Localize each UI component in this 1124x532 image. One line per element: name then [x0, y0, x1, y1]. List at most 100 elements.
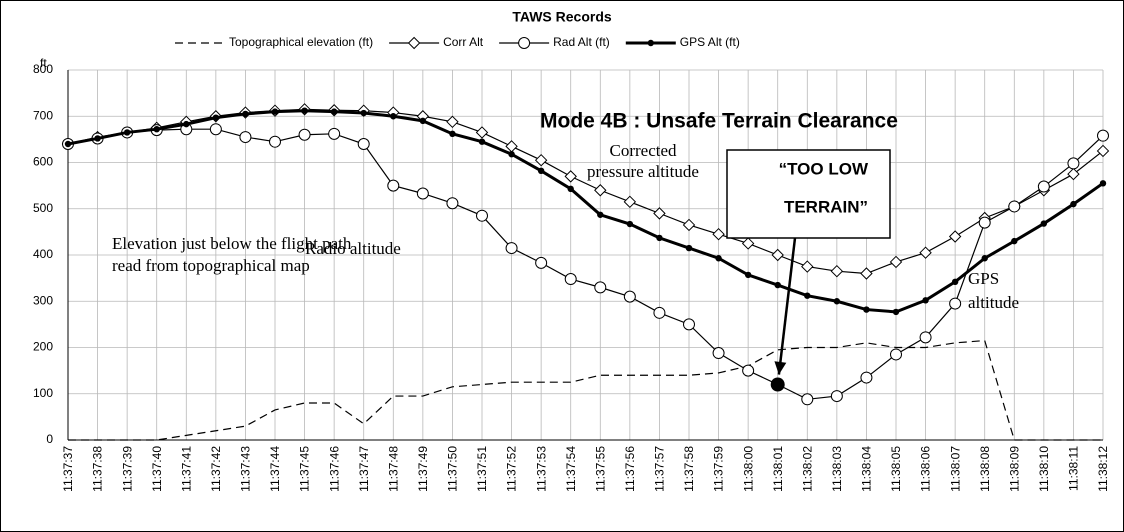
annotation: read from topographical map [112, 256, 310, 275]
y-tick-label: 800 [33, 62, 53, 76]
x-tick-label: 11:38:01 [771, 446, 785, 492]
x-tick-label: 11:37:38 [91, 446, 105, 492]
dot-marker [922, 297, 929, 304]
circle-marker [535, 256, 548, 269]
diamond-marker [446, 115, 459, 129]
circle-marker [978, 216, 991, 229]
diamond-marker [919, 246, 932, 259]
x-tick-label: 11:37:46 [327, 446, 341, 492]
x-tick-label: 11:38:09 [1007, 446, 1021, 492]
dot-marker [360, 109, 367, 117]
circle-marker [949, 297, 962, 310]
legend-item: GPS Alt (ft) [625, 35, 740, 49]
circle-marker [209, 123, 222, 136]
dot-marker [271, 108, 279, 115]
y-tick-label: 300 [33, 293, 53, 307]
dot-marker [1011, 237, 1018, 245]
y-tick-label: 700 [33, 108, 53, 122]
y-tick-label: 0 [46, 432, 53, 446]
circle-marker [564, 273, 577, 286]
diamond-marker [801, 260, 814, 273]
dot-marker [647, 39, 654, 47]
y-tick-label: 200 [33, 340, 53, 354]
circle-marker [653, 306, 666, 319]
diamond-marker [741, 237, 755, 250]
y-tick-label: 500 [33, 201, 53, 215]
series-line [68, 339, 1103, 441]
dot-marker [537, 167, 545, 175]
y-tick-label: 600 [33, 155, 53, 169]
circle-marker [742, 364, 755, 377]
dot-marker [478, 138, 486, 145]
circle-marker [476, 209, 488, 222]
annotation: GPS [968, 269, 999, 288]
dot-marker [449, 130, 456, 138]
dot-marker [508, 150, 515, 158]
x-tick-label: 11:37:40 [150, 446, 164, 492]
x-tick-label: 11:37:44 [268, 446, 282, 492]
circle-marker [1097, 129, 1109, 142]
circle-marker [830, 390, 843, 403]
circle-marker [328, 127, 341, 140]
annotation: altitude [968, 293, 1019, 312]
x-tick-label: 11:38:00 [741, 446, 755, 492]
diamond-marker [594, 184, 607, 197]
x-tick-label: 11:38:03 [830, 446, 844, 492]
diamond-marker [771, 248, 784, 262]
x-tick-label: 11:38:11 [1067, 446, 1081, 491]
circle-marker [518, 37, 531, 49]
series [62, 123, 1109, 406]
dot-marker [774, 281, 781, 289]
dot-marker [1070, 200, 1077, 208]
circle-marker [1008, 200, 1021, 213]
legend-label: GPS Alt (ft) [680, 35, 740, 49]
circle-marker [1037, 180, 1050, 193]
x-tick-label: 11:38:05 [889, 446, 903, 492]
circle-marker [1067, 157, 1080, 170]
circle-marker [623, 290, 636, 303]
dot-marker [892, 308, 900, 316]
diamond-marker [860, 267, 873, 280]
x-tick-label: 11:37:45 [298, 446, 312, 492]
x-tick-label: 11:38:02 [800, 446, 814, 492]
diamond-marker [534, 153, 548, 167]
x-tick-label: 11:38:10 [1037, 446, 1051, 492]
diamond-marker [407, 36, 421, 50]
circle-marker [239, 131, 252, 144]
x-tick-label: 11:37:50 [446, 446, 460, 492]
x-tick-label: 11:37:41 [179, 446, 193, 492]
circle-marker [357, 138, 370, 150]
diamond-marker [889, 255, 903, 269]
x-tick-label: 11:37:56 [623, 446, 637, 492]
diamond-marker [653, 207, 666, 220]
dot-marker [626, 220, 634, 228]
dot-marker [1099, 180, 1107, 187]
x-tick-label: 11:37:59 [712, 446, 726, 492]
dot-marker [833, 298, 841, 305]
dot-marker [330, 108, 338, 115]
x-tick-label: 11:37:57 [653, 446, 667, 492]
dot-marker [1040, 220, 1048, 227]
x-tick-label: 11:37:49 [416, 446, 430, 492]
dot-marker [656, 234, 663, 242]
x-tick-label: 11:37:39 [120, 446, 134, 492]
dot-marker [804, 292, 811, 299]
legend-label: Topographical elevation (ft) [229, 35, 373, 49]
x-tick-label: 11:37:47 [357, 446, 371, 492]
annotation: Radio altitude [305, 239, 401, 258]
diamond-marker [682, 218, 696, 232]
diamond-marker [712, 227, 725, 241]
x-tick-label: 11:37:37 [61, 446, 75, 492]
dot-marker [301, 107, 308, 114]
annotation: Mode 4B : Unsafe Terrain Clearance [540, 110, 898, 133]
x-tick-label: 11:37:48 [386, 446, 400, 492]
circle-marker [801, 393, 814, 406]
dot-marker [685, 244, 693, 252]
x-tick-label: 11:37:52 [505, 446, 519, 492]
callout-arrow [777, 237, 797, 375]
y-tick-label: 400 [33, 247, 53, 261]
highlight-point [770, 377, 785, 392]
dot-marker [744, 271, 752, 279]
